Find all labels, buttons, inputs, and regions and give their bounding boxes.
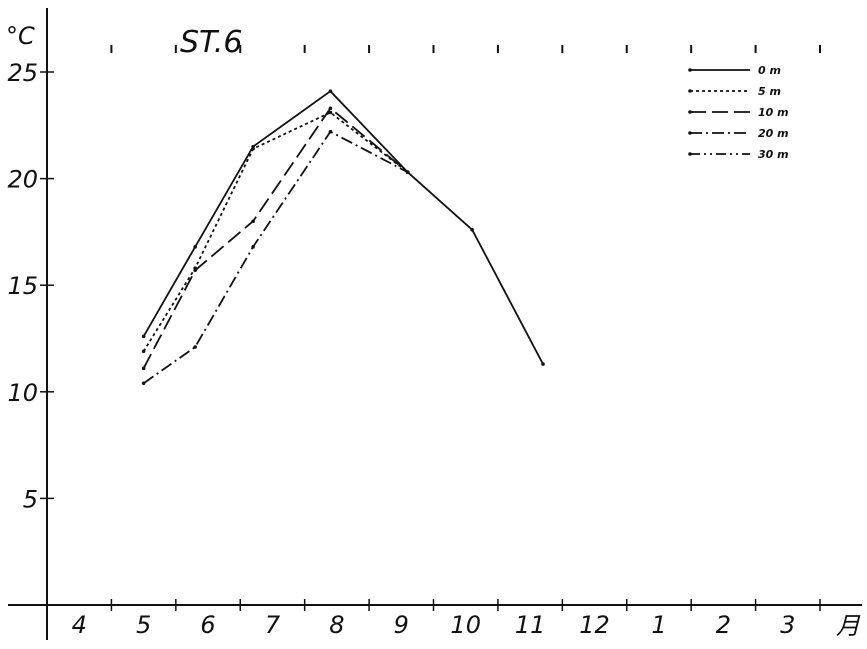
series-line — [142, 111, 409, 352]
legend-marker — [688, 152, 692, 156]
x-tick-label: 10 — [450, 611, 481, 639]
data-point — [405, 170, 410, 175]
x-tick-label: 2 — [716, 611, 731, 639]
legend-marker — [688, 68, 692, 72]
y-tick-label: 10 — [7, 379, 38, 407]
x-tick-label: 3 — [780, 611, 795, 639]
y-tick-label: 5 — [23, 485, 38, 513]
x-tick-label: 7 — [265, 611, 281, 639]
x-tick-label: 11 — [515, 611, 546, 639]
legend-marker — [688, 89, 692, 93]
x-tick-label: 12 — [579, 611, 610, 639]
data-point — [328, 106, 333, 111]
data-point — [541, 362, 545, 366]
data-point — [141, 381, 146, 386]
legend-label: 20 m — [758, 127, 789, 140]
data-point — [193, 268, 197, 273]
legend-marker — [688, 110, 692, 114]
y-axis-unit: °C — [6, 22, 35, 50]
y-ticks: 25 20 15 10 5 — [7, 59, 54, 513]
x-tick-label: 1 — [651, 611, 666, 639]
chart-title: ST.6 — [180, 25, 242, 60]
legend-marker — [688, 131, 692, 135]
data-point — [141, 366, 146, 371]
data-point — [193, 245, 197, 249]
data-point — [141, 349, 146, 354]
top-tick-marks — [110, 45, 821, 53]
x-tick-label: 8 — [329, 611, 344, 639]
x-tick-label: 4 — [72, 611, 87, 639]
x-axis-unit: 月 — [836, 612, 861, 640]
legend: 0 m 5 m 10 m 20 m 30 m — [688, 64, 789, 161]
data-point — [251, 146, 255, 151]
legend-label: 0 m — [758, 64, 781, 77]
y-tick-label: 20 — [7, 166, 38, 194]
y-tick-label: 15 — [7, 272, 38, 300]
series-line — [142, 106, 409, 369]
x-tick-label: 9 — [394, 611, 409, 639]
x-tick-labels: 4 5 6 7 8 9 10 11 12 1 2 3 — [72, 611, 796, 639]
x-tick-label: 5 — [136, 611, 151, 639]
data-point — [251, 219, 255, 224]
data-point — [328, 89, 333, 93]
legend-label: 10 m — [758, 106, 789, 119]
data-point — [470, 227, 474, 232]
legend-label: 5 m — [758, 85, 781, 98]
series-line — [143, 130, 409, 385]
data-point — [328, 129, 333, 134]
series-layer — [141, 89, 545, 386]
x-tick-label: 6 — [200, 611, 215, 639]
legend-label: 30 m — [758, 148, 789, 161]
x-tick-marks — [110, 599, 821, 611]
data-point — [328, 110, 333, 115]
data-point — [141, 334, 146, 339]
data-point — [251, 245, 255, 249]
y-tick-label: 25 — [7, 59, 38, 87]
data-point — [193, 345, 197, 349]
series-line — [142, 90, 544, 365]
